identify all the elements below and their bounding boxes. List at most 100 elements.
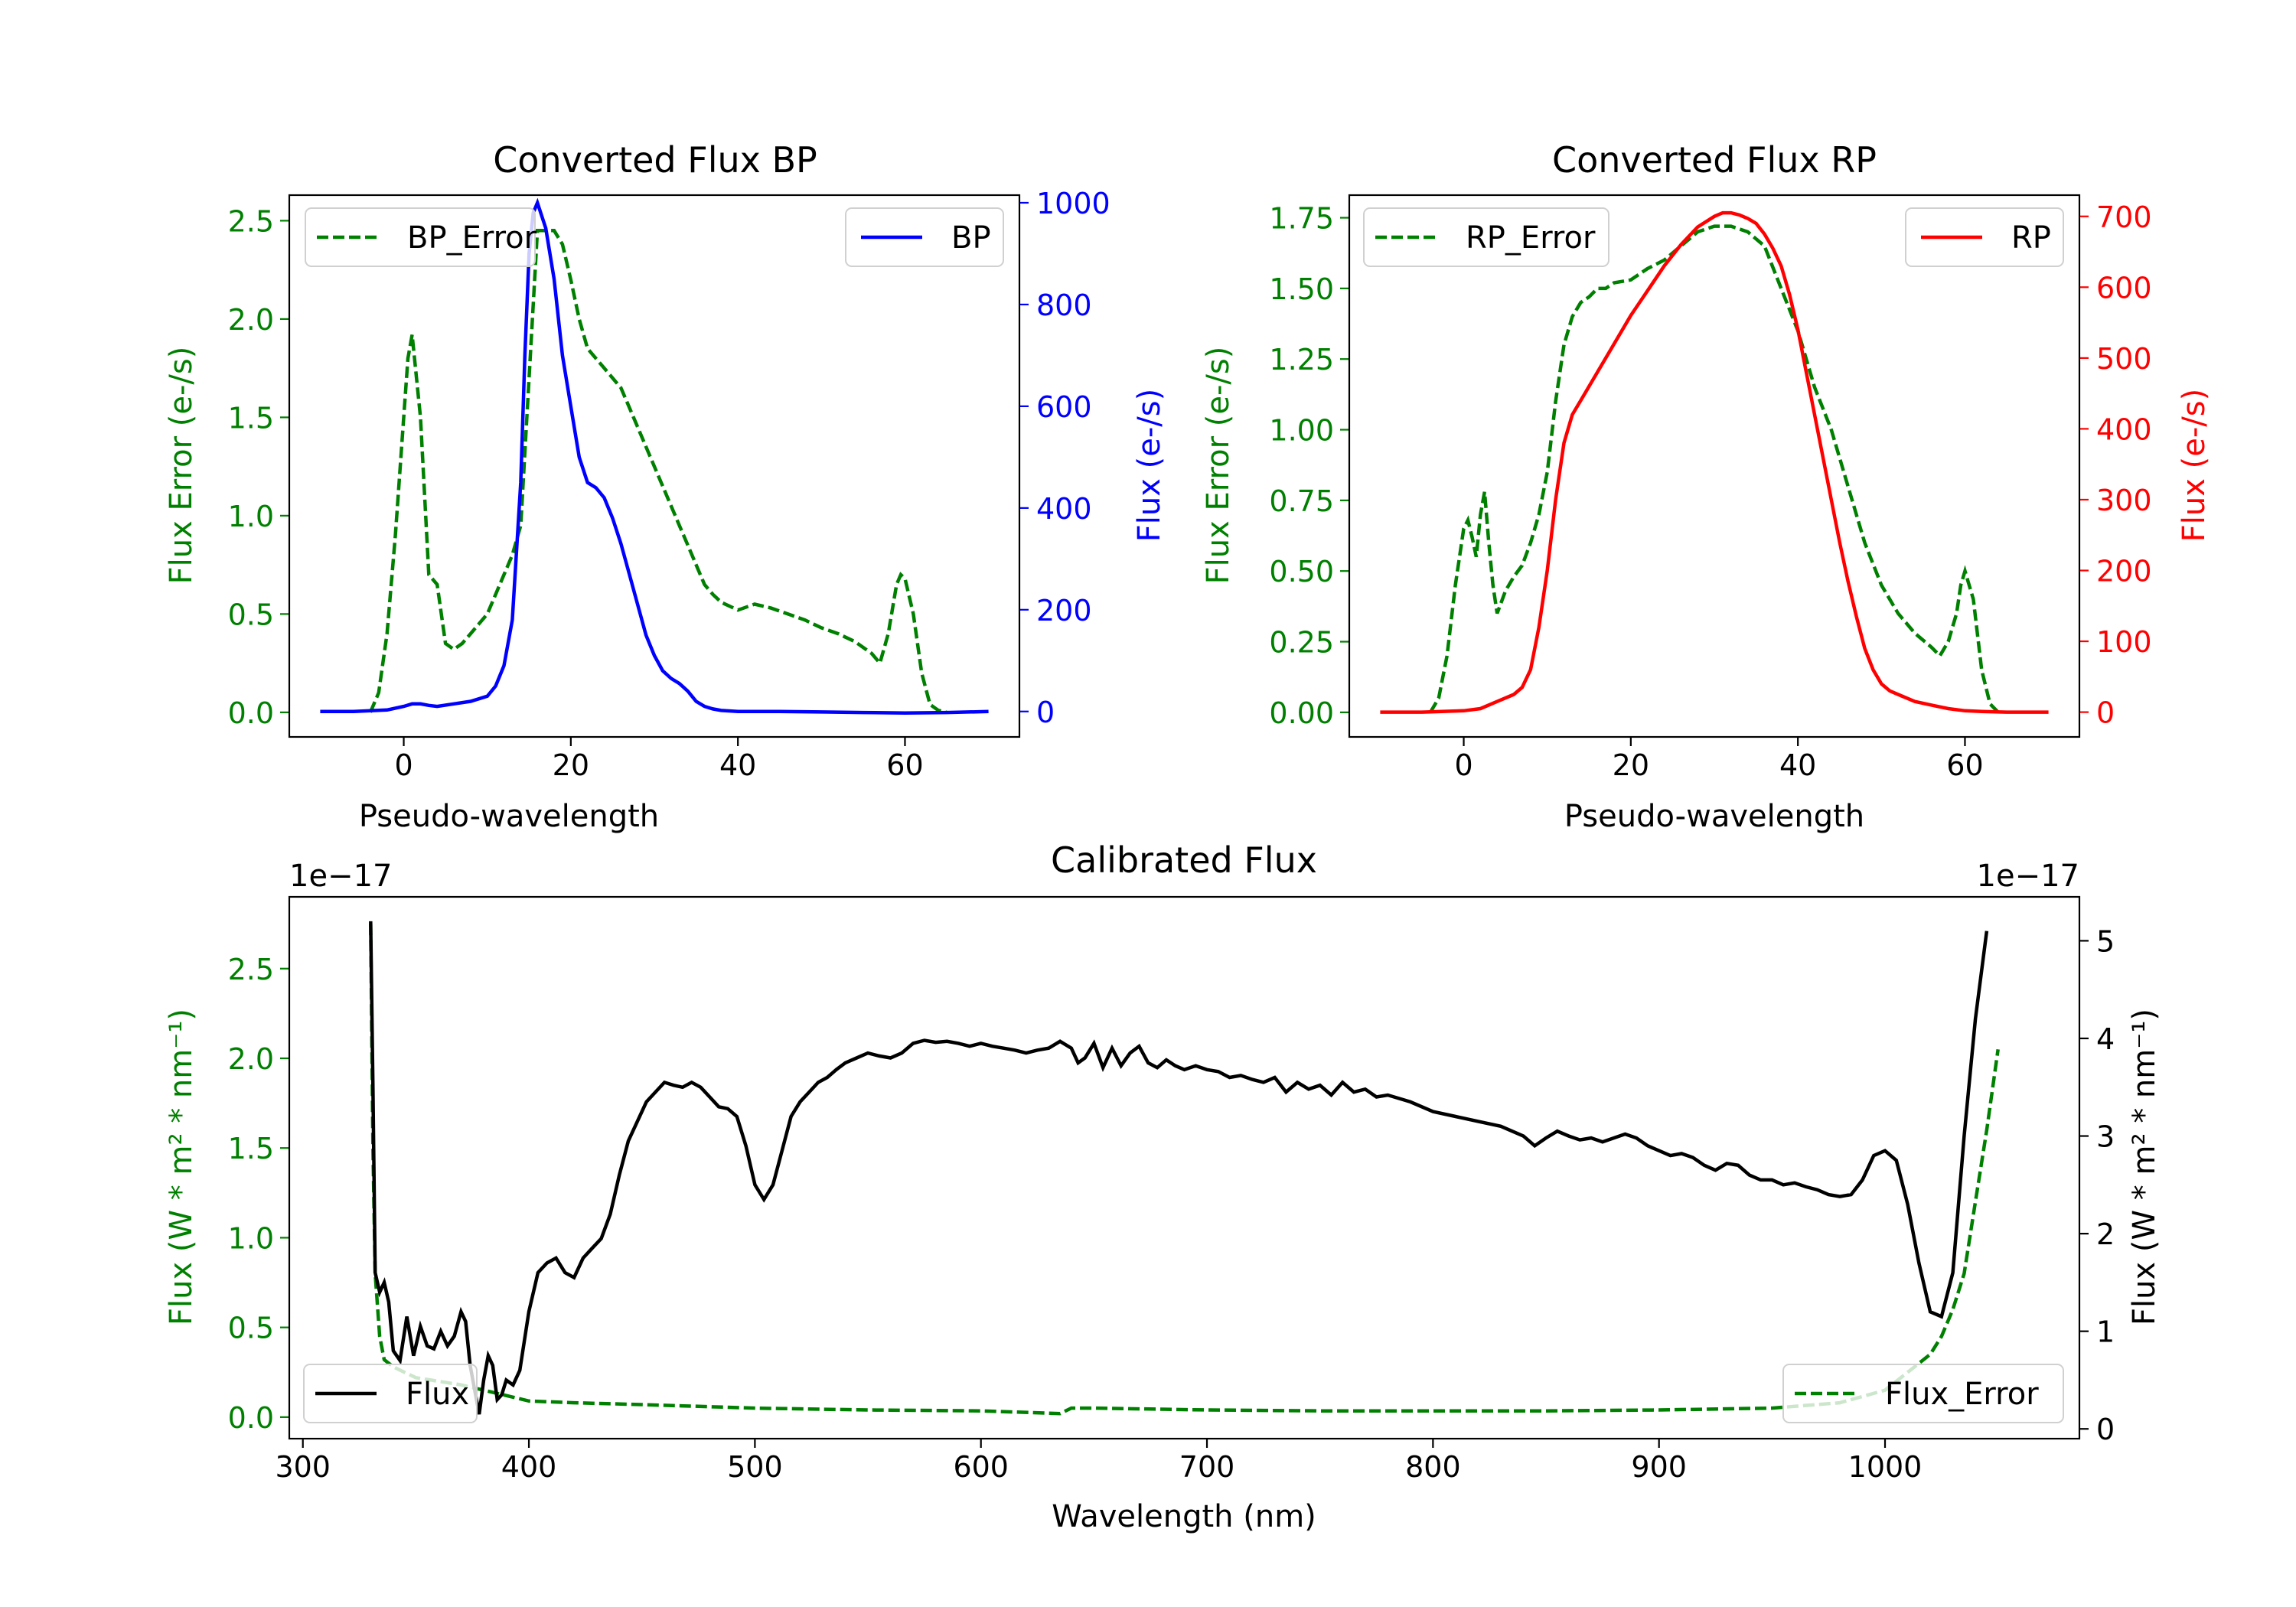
rp-error-line — [1428, 224, 2000, 714]
calibrated-left-ticks: 0.0 0.5 1.0 1.5 2.0 2.5 — [228, 953, 289, 1435]
rp-flux-line — [1380, 210, 2049, 714]
left-y-tick-label: 2.0 — [228, 1042, 274, 1076]
calibrated-flux-line — [369, 921, 1989, 1415]
bp-left-axis-label: Flux Error (e-/s) — [164, 347, 199, 585]
right-y-tick-label: 600 — [2096, 271, 2152, 305]
rp-chart-panel: Converted Flux RP Pseudo-wavelength Flux… — [1201, 139, 2212, 834]
x-tick-label: 20 — [553, 748, 589, 782]
calibrated-right-axis-label: Flux (W * m² * nm⁻¹) — [2127, 1009, 2162, 1325]
x-tick-label: 40 — [719, 748, 756, 782]
calibrated-error-legend: Flux_Error — [1782, 1364, 2064, 1423]
x-tick-label: 800 — [1405, 1450, 1461, 1484]
left-y-tick-label: 1.25 — [1269, 343, 1334, 376]
bp-chart-panel: Converted Flux BP Pseudo-wavelength Flux… — [164, 139, 1167, 834]
left-y-tick-label: 1.0 — [228, 1221, 274, 1255]
x-tick-label: 0 — [1454, 748, 1473, 782]
rp-error-legend: RP_Error — [1363, 207, 1609, 267]
left-y-tick-label: 0.75 — [1269, 484, 1334, 518]
right-y-tick-label: 100 — [2096, 625, 2152, 659]
left-y-tick-label: 0.00 — [1269, 696, 1334, 730]
x-tick-label: 700 — [1179, 1450, 1235, 1484]
rp-left-axis-label: Flux Error (e-/s) — [1201, 347, 1236, 585]
right-y-tick-label: 200 — [2096, 555, 2152, 588]
legend-label: Flux — [406, 1377, 469, 1412]
x-tick-label: 60 — [1946, 748, 1983, 782]
right-y-tick-label: 1000 — [1036, 187, 1110, 220]
calibrated-chart-panel: Calibrated Flux Wavelength (nm) 1e−17 1e… — [164, 839, 2162, 1534]
x-tick-label: 0 — [394, 748, 413, 782]
left-y-tick-label: 2.5 — [228, 204, 274, 238]
left-y-tick-label: 1.0 — [228, 500, 274, 533]
right-y-tick-label: 500 — [2096, 342, 2152, 376]
legend-label: RP — [2011, 220, 2051, 256]
legend-box — [1782, 1364, 2064, 1423]
right-y-tick-label: 3 — [2096, 1120, 2115, 1154]
left-y-tick-label: 0.5 — [228, 1312, 274, 1345]
legend-box — [1363, 207, 1609, 267]
x-tick-label: 1000 — [1848, 1450, 1923, 1484]
rp-x-axis-label: Pseudo-wavelength — [1564, 799, 1864, 834]
left-y-tick-label: 0.0 — [228, 696, 274, 730]
calibrated-axes-frame — [288, 895, 2081, 1440]
bp-flux-legend: BP — [845, 207, 1004, 267]
calibrated-chart-title: Calibrated Flux — [1051, 839, 1317, 881]
calibrated-right-offset-label: 1e−17 — [1977, 859, 2079, 894]
right-y-tick-label: 1 — [2096, 1315, 2115, 1349]
bp-axes-frame — [288, 194, 1021, 738]
left-y-tick-label: 0.5 — [228, 598, 274, 631]
bp-x-axis-label: Pseudo-wavelength — [359, 799, 659, 834]
legend-box — [303, 1364, 478, 1423]
calibrated-flux-legend: Flux — [303, 1364, 478, 1423]
legend-box — [1905, 207, 2064, 267]
rp-chart-title: Converted Flux RP — [1552, 139, 1877, 181]
calibrated-right-ticks: 0 1 2 3 4 5 — [2079, 924, 2115, 1446]
right-y-tick-label: 800 — [1036, 288, 1092, 322]
calibrated-x-axis-label: Wavelength (nm) — [1052, 1499, 1316, 1534]
right-y-tick-label: 0 — [1036, 696, 1055, 729]
left-y-tick-label: 2.5 — [228, 953, 274, 986]
left-y-tick-label: 1.00 — [1269, 414, 1334, 448]
left-y-tick-label: 1.50 — [1269, 272, 1334, 306]
left-y-tick-label: 1.5 — [228, 1132, 274, 1165]
left-y-tick-label: 0.0 — [228, 1401, 274, 1435]
rp-x-ticks: 0 20 40 60 — [1454, 737, 1984, 782]
left-y-tick-label: 0.50 — [1269, 555, 1334, 588]
x-tick-label: 300 — [275, 1450, 331, 1484]
right-y-tick-label: 0 — [2096, 1413, 2115, 1446]
right-y-tick-label: 200 — [1036, 594, 1092, 627]
bp-right-ticks: 0 200 400 600 800 1000 — [1019, 187, 1110, 729]
rp-axes-frame — [1348, 194, 2081, 738]
bp-error-legend: BP_Error — [305, 207, 537, 267]
x-tick-label: 60 — [886, 748, 923, 782]
right-y-tick-label: 2 — [2096, 1217, 2115, 1251]
calibrated-left-offset-label: 1e−17 — [289, 859, 392, 894]
legend-label: BP_Error — [407, 220, 537, 256]
left-y-tick-label: 0.25 — [1269, 626, 1334, 660]
right-y-tick-label: 5 — [2096, 924, 2115, 958]
left-y-tick-label: 2.0 — [228, 303, 274, 337]
x-tick-label: 40 — [1779, 748, 1816, 782]
calibrated-left-axis-label: Flux (W * m² * nm⁻¹) — [164, 1009, 199, 1325]
bp-error-line — [368, 229, 947, 715]
right-y-tick-label: 300 — [2096, 484, 2152, 517]
rp-right-ticks: 0 100 200 300 400 500 600 700 — [2079, 200, 2152, 730]
legend-box — [845, 207, 1004, 267]
x-tick-label: 500 — [727, 1450, 783, 1484]
bp-x-ticks: 0 20 40 60 — [394, 737, 924, 782]
rp-left-ticks: 0.00 0.25 0.50 0.75 1.00 1.25 1.50 1.75 — [1269, 202, 1349, 730]
bp-left-ticks: 0.0 0.5 1.0 1.5 2.0 2.5 — [228, 204, 289, 730]
legend-label: RP_Error — [1466, 220, 1596, 256]
right-y-tick-label: 0 — [2096, 696, 2115, 730]
left-y-tick-label: 1.5 — [228, 401, 274, 435]
x-tick-label: 20 — [1613, 748, 1649, 782]
x-tick-label: 900 — [1631, 1450, 1687, 1484]
right-y-tick-label: 600 — [1036, 390, 1092, 424]
x-tick-label: 400 — [501, 1450, 557, 1484]
right-y-tick-label: 700 — [2096, 200, 2152, 234]
rp-flux-legend: RP — [1905, 207, 2064, 267]
legend-box — [305, 207, 536, 267]
right-y-tick-label: 400 — [2096, 412, 2152, 446]
legend-label: BP — [951, 220, 991, 256]
left-y-tick-label: 1.75 — [1269, 202, 1334, 236]
